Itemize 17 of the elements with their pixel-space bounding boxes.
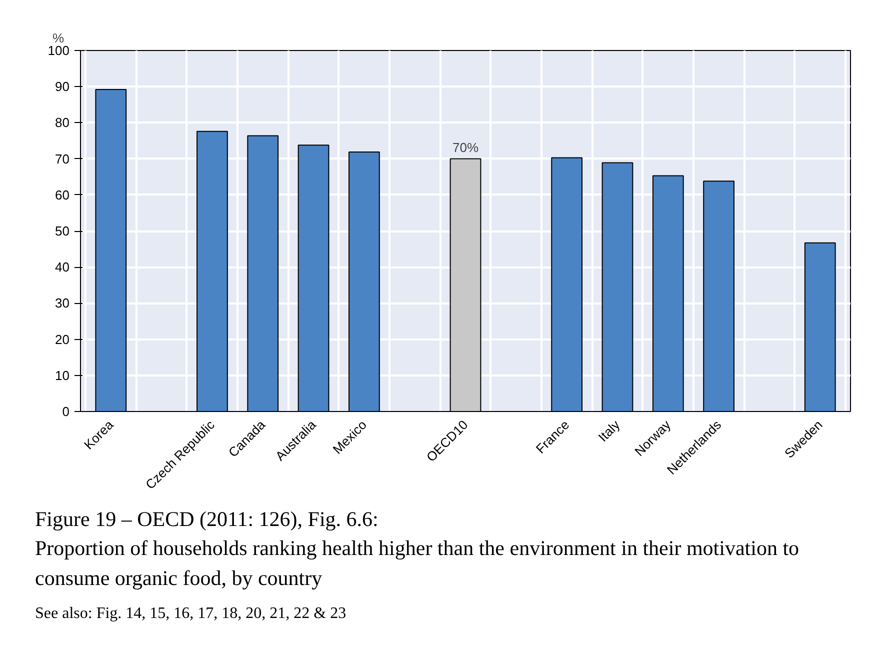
y-tick-label: 70: [55, 151, 70, 166]
y-tick-label: 10: [55, 368, 70, 383]
data-label: 70%: [452, 140, 479, 155]
x-tick-label: Italy: [595, 416, 624, 445]
text: Figure 19 – OECD (2011: 126), Fig. 6.6:: [35, 507, 378, 531]
y-tick-label: 30: [55, 296, 70, 311]
y-tick-label: 100: [48, 43, 70, 58]
y-tick-label: 40: [55, 260, 70, 275]
text: Proportion of households ranking health higher than the environment in their motivation to consume organic food, by country: [35, 536, 800, 590]
y-tick-label: 0: [62, 404, 70, 419]
y-tick-label: 80: [55, 115, 70, 130]
y-tick-label: 60: [55, 187, 70, 202]
y-axis-title: %: [52, 30, 64, 46]
y-tick-label: 20: [55, 332, 70, 347]
y-tick-label: 50: [55, 224, 70, 238]
text: See also: Fig. 14, 15, 16, 17, 18, 20, 21, 22 & 23: [35, 604, 348, 624]
y-tick-label: 90: [55, 79, 70, 94]
